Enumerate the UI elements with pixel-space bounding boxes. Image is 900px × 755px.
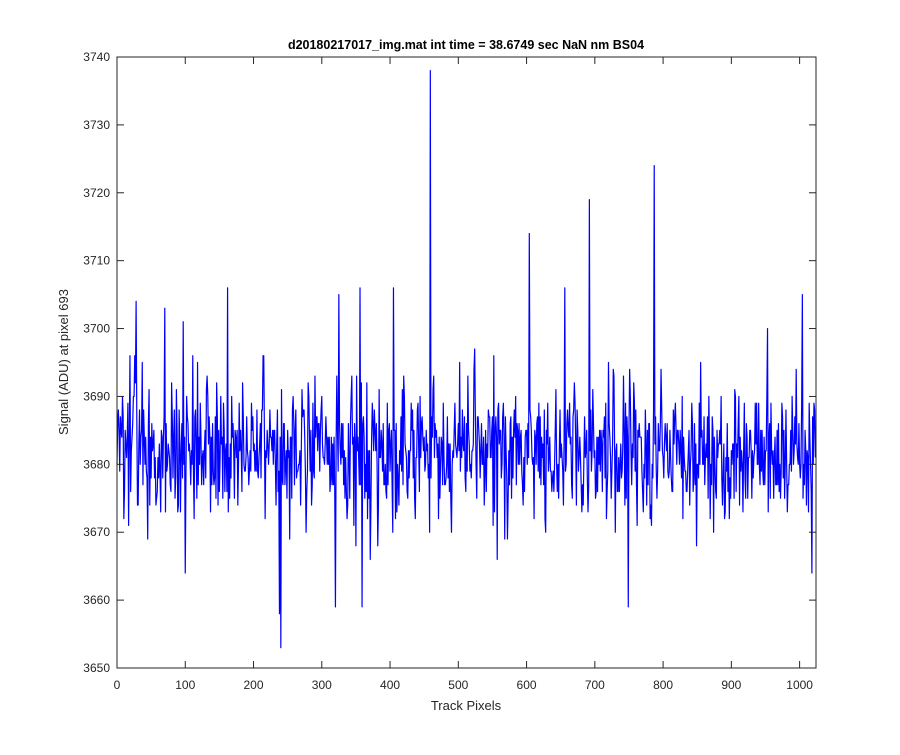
x-tick-label: 500 <box>448 678 468 692</box>
x-axis-label: Track Pixels <box>431 698 502 713</box>
x-tick-label: 200 <box>244 678 264 692</box>
x-tick-label: 800 <box>653 678 673 692</box>
x-tick-label: 600 <box>517 678 537 692</box>
plot-frame <box>116 56 817 669</box>
chart-title: d20180217017_img.mat int time = 38.6749 … <box>288 38 644 52</box>
x-tick-label: 900 <box>721 678 741 692</box>
x-axis: 0 100 200 300 400 500 600 700 800 900 1000 <box>114 57 813 692</box>
y-tick-label: 3690 <box>83 389 110 403</box>
y-tick-label: 3720 <box>83 186 110 200</box>
y-tick-label: 3710 <box>83 254 110 268</box>
y-tick-label: 3680 <box>83 457 110 471</box>
x-tick-label: 700 <box>585 678 605 692</box>
y-tick-label: 3740 <box>83 50 110 64</box>
y-tick-label: 3730 <box>83 118 110 132</box>
y-tick-label: 3650 <box>83 661 110 675</box>
x-tick-label: 400 <box>380 678 400 692</box>
x-tick-label: 1000 <box>786 678 813 692</box>
y-tick-label: 3670 <box>83 525 110 539</box>
series-layer <box>116 69 816 649</box>
y-axis: 3650 3660 3670 3680 3690 3700 3710 3720 3730 3740 <box>83 50 816 675</box>
y-axis-label: Signal (ADU) at pixel 693 <box>56 289 71 435</box>
y-tick-label: 3660 <box>83 593 110 607</box>
signal-series-line <box>116 69 816 649</box>
x-tick-label: 0 <box>114 678 121 692</box>
plot-background <box>117 57 816 668</box>
x-tick-label: 100 <box>175 678 195 692</box>
x-tick-label: 300 <box>312 678 332 692</box>
y-tick-label: 3700 <box>83 322 110 336</box>
